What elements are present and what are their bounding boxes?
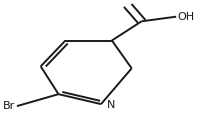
Text: OH: OH xyxy=(178,12,195,22)
Text: Br: Br xyxy=(3,101,15,111)
Text: N: N xyxy=(107,100,115,110)
